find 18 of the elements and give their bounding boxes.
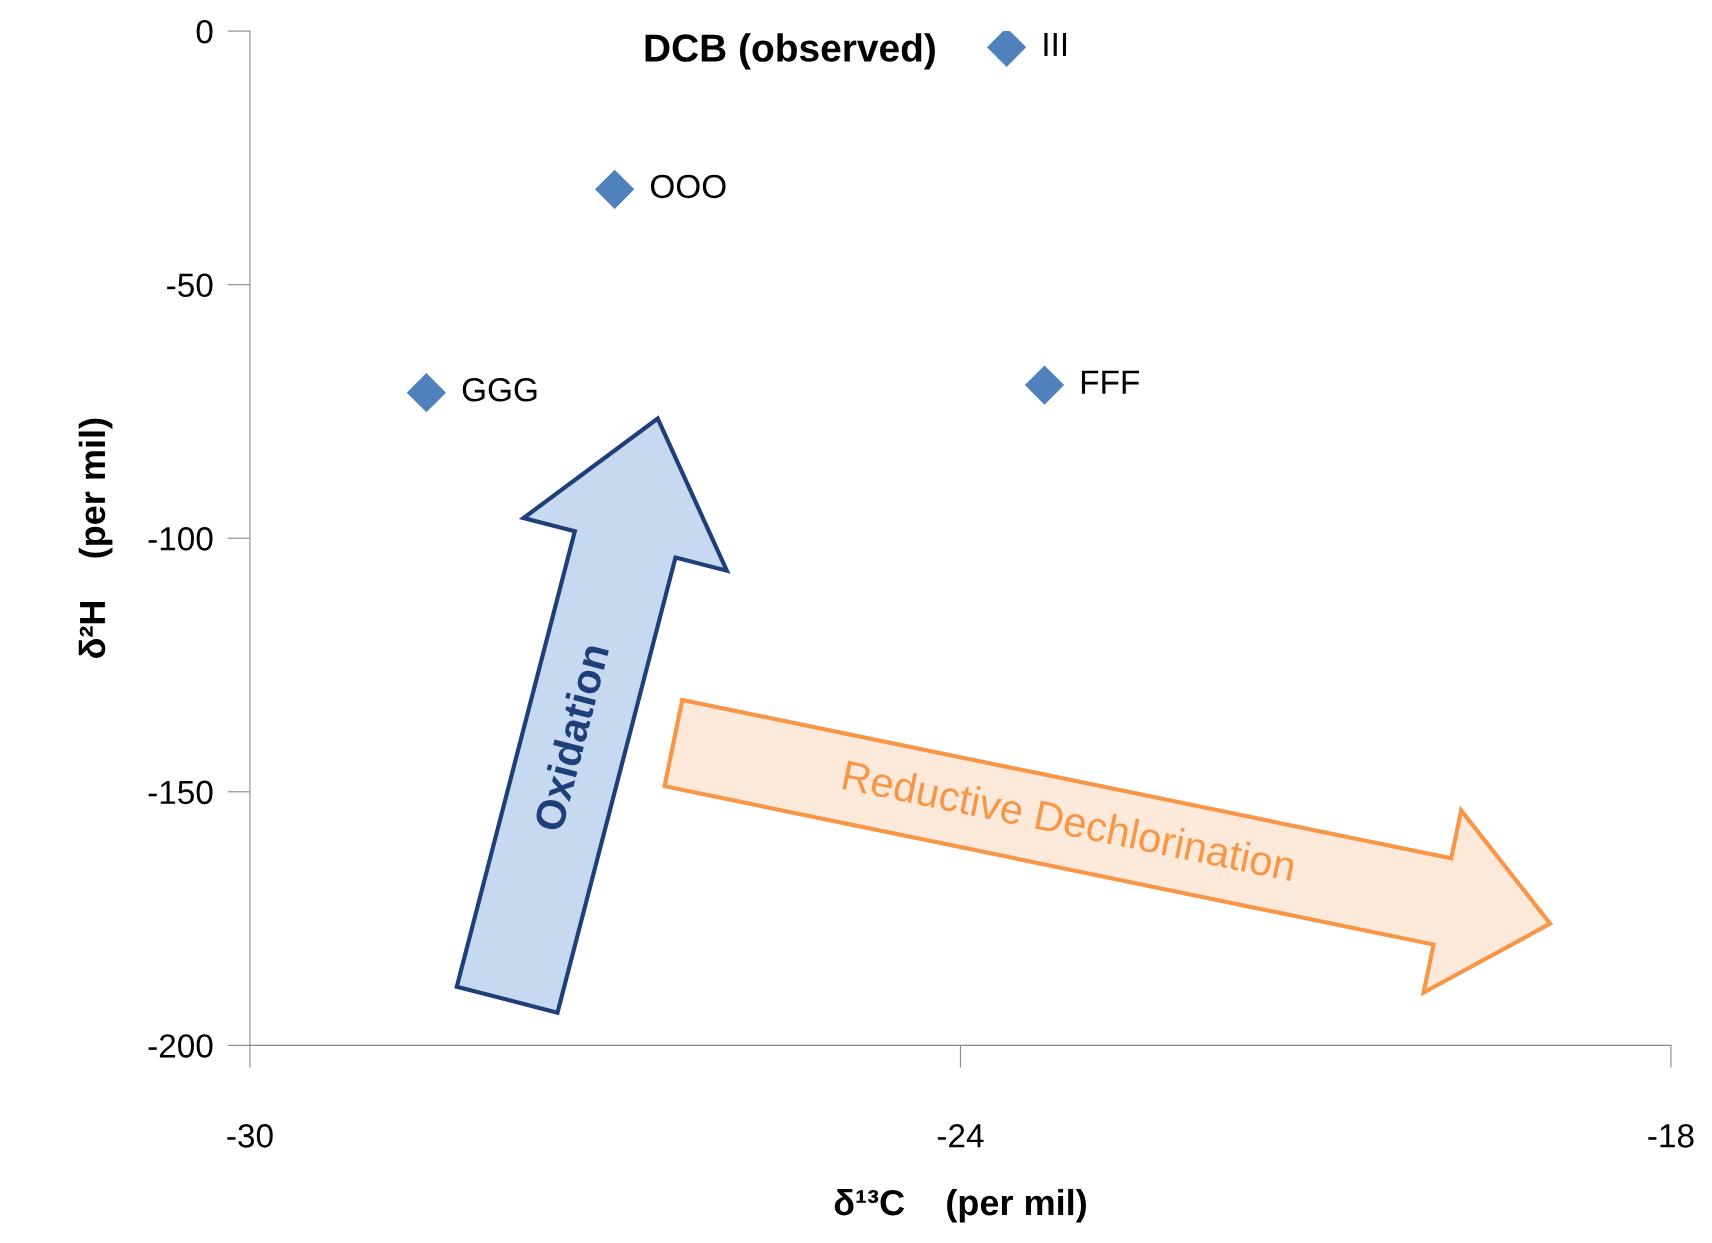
y-tick-label: 0 — [196, 19, 213, 44]
x-tick-label: -18 — [1648, 1124, 1694, 1148]
point — [595, 169, 635, 209]
annotation: III — [1044, 32, 1067, 56]
annotation: GGG — [462, 378, 537, 402]
x-axis-title: δ¹³C (per mil) — [834, 1188, 1086, 1223]
annotation: FFF — [1081, 370, 1139, 394]
y-tick-label: -200 — [148, 1034, 213, 1058]
y-tick-label: -150 — [148, 780, 213, 805]
point — [1024, 365, 1065, 405]
y-tick-label: -100 — [148, 527, 213, 551]
y-tick-label: -50 — [167, 273, 213, 298]
x-tick-label: -30 — [227, 1124, 273, 1148]
point — [406, 373, 447, 413]
y-axis-title: δ²H (per mil) — [78, 418, 113, 658]
chart-title: DCB (observed) — [645, 33, 935, 70]
x-tick-label: -24 — [937, 1124, 984, 1148]
annotation: OOO — [650, 174, 726, 199]
